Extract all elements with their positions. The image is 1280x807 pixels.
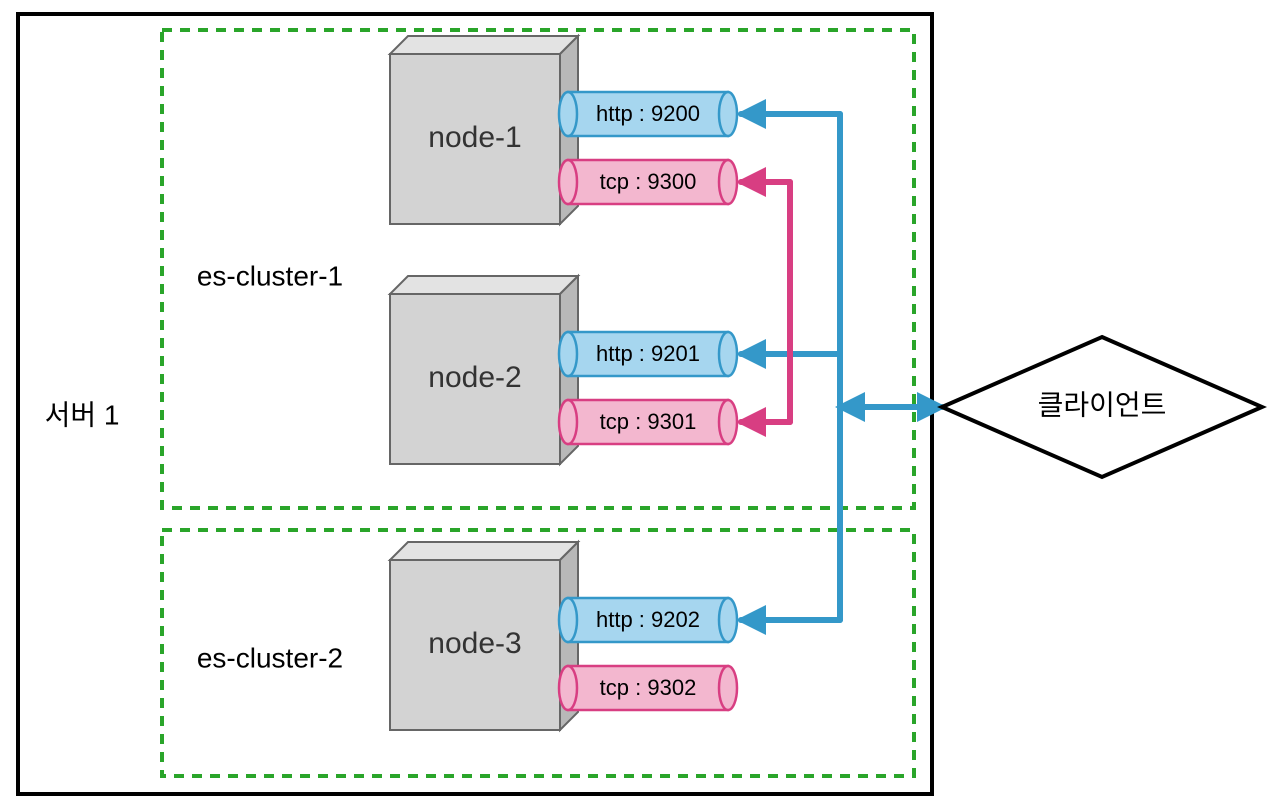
port-label: http : 9202 xyxy=(596,607,700,632)
port-label: tcp : 9300 xyxy=(600,169,697,194)
node-label: node-3 xyxy=(428,627,521,660)
node-label: node-1 xyxy=(428,121,521,154)
server-label: 서버 1 xyxy=(45,399,120,430)
diagram-canvas: 서버 1 es-cluster-1 es-cluster-2 node-1 node-2… xyxy=(0,0,1280,807)
client-label: 클라이언트 xyxy=(1038,389,1167,420)
port-label: tcp : 9301 xyxy=(600,409,697,434)
port-label: http : 9201 xyxy=(596,341,700,366)
node-label: node-2 xyxy=(428,361,521,394)
cluster-label: es-cluster-2 xyxy=(197,642,343,673)
cluster-label: es-cluster-1 xyxy=(197,260,343,291)
port-label: http : 9200 xyxy=(596,101,700,126)
port-label: tcp : 9302 xyxy=(600,675,697,700)
